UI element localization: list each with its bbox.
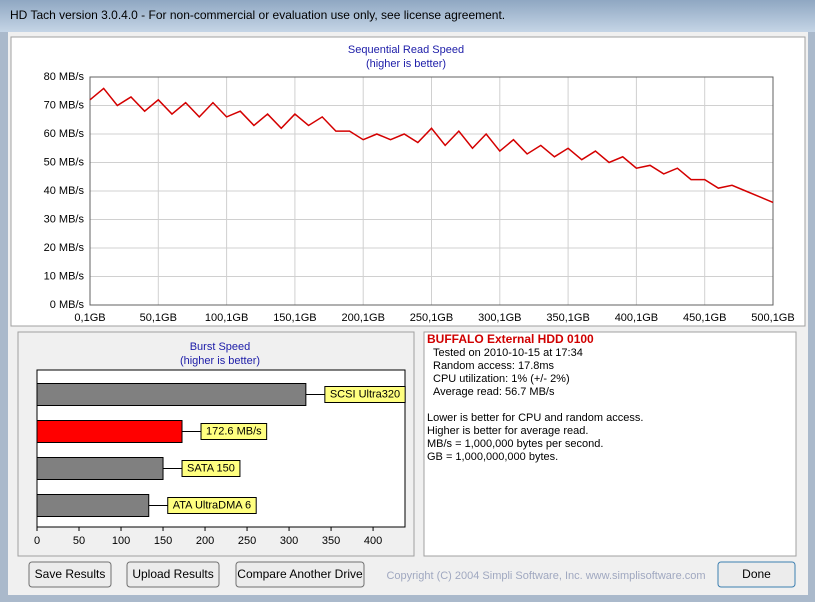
x-tick-label: 200 bbox=[196, 535, 214, 547]
x-tick-label: 250 bbox=[238, 535, 256, 547]
plot-frame bbox=[89, 76, 774, 306]
chart-title: Burst Speed bbox=[190, 341, 251, 353]
button[interactable] bbox=[717, 561, 796, 588]
bar bbox=[36, 494, 150, 517]
y-tick-label: 80 MB/s bbox=[44, 71, 85, 83]
chart-title: Sequential Read Speed bbox=[348, 44, 464, 56]
bar-label: 172.6 MB/s bbox=[182, 423, 268, 440]
x-tick-label: 50 bbox=[73, 535, 85, 547]
x-tick-label: 300,1GB bbox=[478, 312, 521, 324]
x-tick-label: 150,1GB bbox=[273, 312, 316, 324]
info-detail: Tested on 2010-10-15 at 17:34 bbox=[433, 347, 583, 359]
y-tick-label: 10 MB/s bbox=[44, 270, 85, 282]
info-note: Lower is better for CPU and random acces… bbox=[427, 412, 643, 424]
x-tick-label: 500,1GB bbox=[751, 312, 794, 324]
x-tick-label: 350,1GB bbox=[546, 312, 589, 324]
copyright: Copyright (C) 2004 Simpli Software, Inc.… bbox=[386, 570, 705, 582]
info-panel bbox=[423, 331, 797, 557]
x-tick-label: 100,1GB bbox=[205, 312, 248, 324]
title-bar bbox=[0, 0, 815, 32]
button[interactable] bbox=[126, 561, 220, 588]
info-detail: Average read: 56.7 MB/s bbox=[433, 386, 555, 398]
bar-label: SCSI Ultra320 bbox=[305, 386, 406, 403]
chart-subtitle: (higher is better) bbox=[180, 355, 260, 367]
bar-label: ATA UltraDMA 6 bbox=[148, 497, 257, 514]
x-tick-label: 250,1GB bbox=[410, 312, 453, 324]
y-tick-label: 20 MB/s bbox=[44, 242, 85, 254]
button[interactable] bbox=[28, 561, 112, 588]
bar-label: SATA 150 bbox=[163, 460, 241, 477]
x-tick-label: 400 bbox=[364, 535, 382, 547]
label-text: 172.6 MB/s bbox=[206, 425, 262, 437]
x-tick-label: 100 bbox=[112, 535, 130, 547]
x-tick-label: 400,1GB bbox=[615, 312, 658, 324]
info-detail: Random access: 17.8ms bbox=[433, 360, 555, 372]
label-text: SATA 150 bbox=[187, 462, 235, 474]
info-detail: CPU utilization: 1% (+/- 2%) bbox=[433, 373, 570, 385]
y-tick-label: 70 MB/s bbox=[44, 99, 85, 111]
x-tick-label: 450,1GB bbox=[683, 312, 726, 324]
x-tick-label: 0 bbox=[34, 535, 40, 547]
read-panel bbox=[10, 36, 806, 327]
y-tick-label: 50 MB/s bbox=[44, 156, 85, 168]
y-tick-label: 30 MB/s bbox=[44, 213, 85, 225]
bar bbox=[36, 457, 164, 480]
info-note: MB/s = 1,000,000 bytes per second. bbox=[427, 438, 603, 450]
chart-subtitle: (higher is better) bbox=[366, 58, 446, 70]
button-label[interactable]: Compare Another Drive bbox=[237, 567, 363, 581]
button-label[interactable]: Done bbox=[742, 567, 771, 581]
x-tick-label: 0,1GB bbox=[74, 312, 105, 324]
label-text: ATA UltraDMA 6 bbox=[173, 499, 251, 511]
drive-name: BUFFALO External HDD 0100 bbox=[427, 332, 594, 346]
y-tick-label: 0 MB/s bbox=[50, 299, 85, 311]
button[interactable] bbox=[235, 561, 365, 588]
bar bbox=[36, 420, 183, 443]
read-line bbox=[89, 87, 774, 204]
x-tick-label: 300 bbox=[280, 535, 298, 547]
info-note: GB = 1,000,000,000 bytes. bbox=[427, 451, 558, 463]
bar bbox=[36, 383, 307, 406]
x-tick-label: 200,1GB bbox=[341, 312, 384, 324]
x-tick-label: 350 bbox=[322, 535, 340, 547]
window-title: HD Tach version 3.0.4.0 - For non-commer… bbox=[10, 8, 505, 22]
x-tick-label: 50,1GB bbox=[140, 312, 177, 324]
button-label[interactable]: Upload Results bbox=[132, 567, 213, 581]
label-text: SCSI Ultra320 bbox=[330, 388, 400, 400]
button-label[interactable]: Save Results bbox=[35, 567, 106, 581]
x-tick-label: 150 bbox=[154, 535, 172, 547]
info-note: Higher is better for average read. bbox=[427, 425, 588, 437]
y-tick-label: 60 MB/s bbox=[44, 128, 85, 140]
y-tick-label: 40 MB/s bbox=[44, 185, 85, 197]
